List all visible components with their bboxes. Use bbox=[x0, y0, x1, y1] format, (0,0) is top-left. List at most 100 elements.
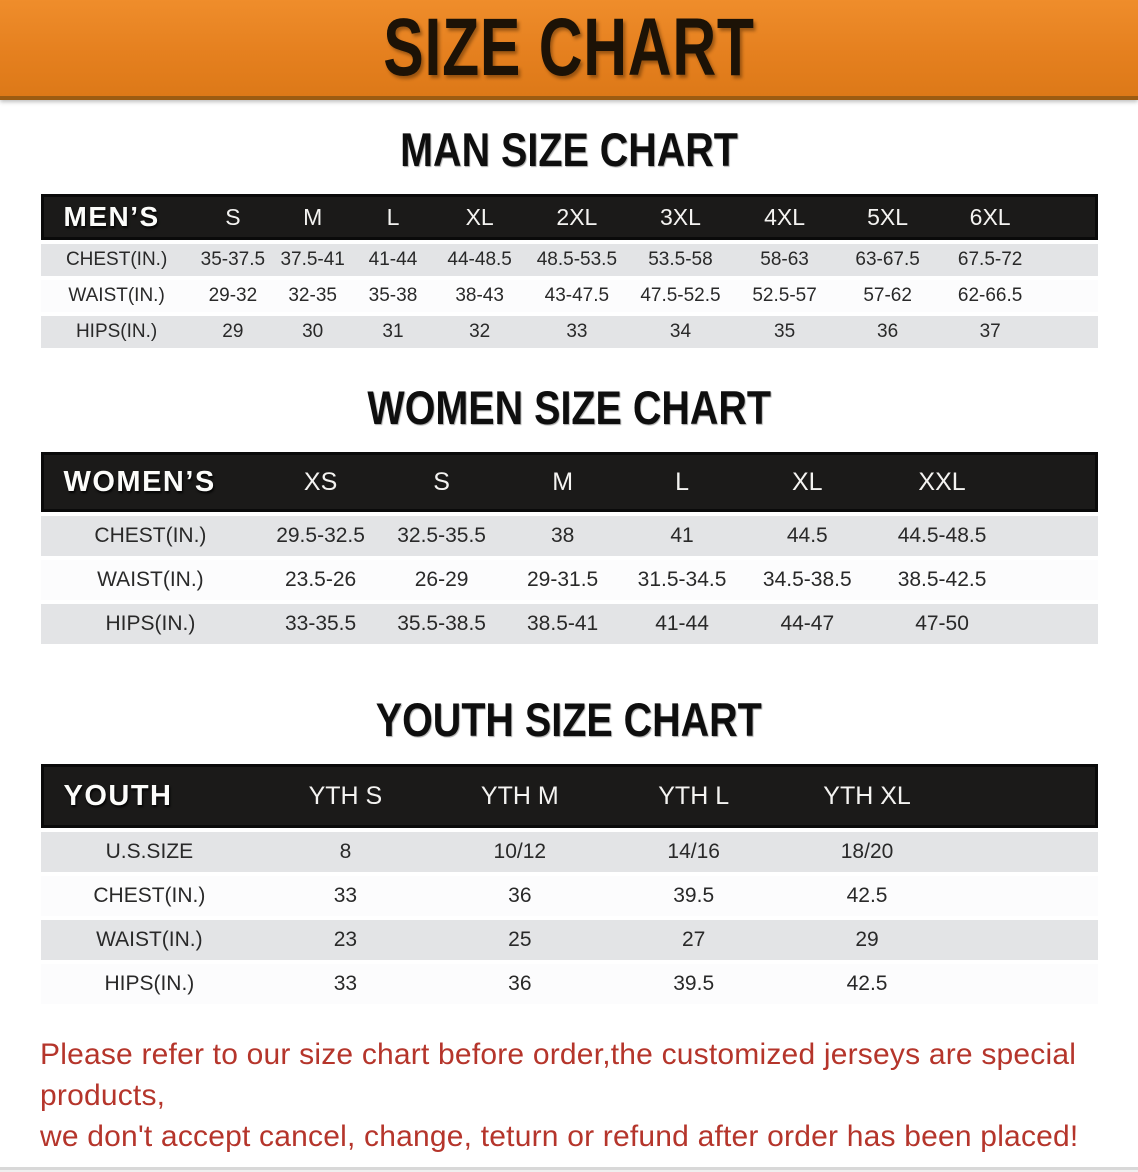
size-value-cell: 33 bbox=[258, 964, 433, 1004]
size-value-cell: 29-31.5 bbox=[502, 560, 623, 600]
disclaimer-line-2: we don't accept cancel, change, teturn o… bbox=[40, 1120, 1079, 1153]
row-filler-cell bbox=[953, 832, 1098, 872]
size-column-header: YTH XL bbox=[780, 764, 954, 828]
measurement-row: HIPS(IN.) 33-35.5 35.5-38.5 38.5-41 41-44 44-… bbox=[40, 604, 1098, 644]
size-value-cell: 32-35 bbox=[273, 280, 353, 312]
measurement-row: CHEST(IN.) 29.5-32.5 32.5-35.5 38 41 44.5 44.5… bbox=[40, 516, 1098, 556]
row-label: U.S.SIZE bbox=[40, 832, 259, 872]
size-value-cell: 35 bbox=[732, 316, 837, 348]
row-label: CHEST(IN.) bbox=[40, 516, 261, 556]
size-value-cell: 57-62 bbox=[836, 280, 939, 312]
size-value-cell: 63-67.5 bbox=[836, 244, 939, 276]
size-value-cell: 35.5-38.5 bbox=[380, 604, 503, 644]
table-corner-label: WOMEN’S bbox=[40, 452, 261, 512]
size-value-cell: 67.5-72 bbox=[938, 244, 1042, 276]
measurement-row: WAIST(IN.) 29-32 32-35 35-38 38-43 43-47.5 47.… bbox=[40, 280, 1098, 312]
row-label: HIPS(IN.) bbox=[40, 316, 193, 348]
size-column-header: L bbox=[352, 194, 434, 240]
row-filler-cell bbox=[953, 876, 1098, 916]
row-filler-cell bbox=[1041, 280, 1098, 312]
row-label: CHEST(IN.) bbox=[40, 244, 193, 276]
row-filler-cell bbox=[1010, 604, 1098, 644]
table-corner-label: YOUTH bbox=[40, 764, 259, 828]
size-column-header: YTH L bbox=[607, 764, 781, 828]
size-table: WOMEN’S XS S M L XL XXL CHEST(IN.) 29.5-32.5 32.… bbox=[40, 448, 1098, 648]
disclaimer-notice: Please refer to our size chart before or… bbox=[40, 1034, 1138, 1157]
measurement-row: WAIST(IN.) 23.5-26 26-29 29-31.5 31.5-34.5 34… bbox=[40, 560, 1098, 600]
size-column-header: L bbox=[622, 452, 742, 512]
measurement-row: HIPS(IN.) 29 30 31 32 33 34 35 36 37 bbox=[40, 316, 1098, 348]
size-value-cell: 33 bbox=[258, 876, 433, 916]
size-value-cell: 36 bbox=[836, 316, 939, 348]
size-value-cell: 36 bbox=[432, 876, 608, 916]
row-filler-cell bbox=[1041, 316, 1098, 348]
row-label: WAIST(IN.) bbox=[40, 280, 193, 312]
size-column-header: 4XL bbox=[732, 194, 837, 240]
header-filler-cell bbox=[1041, 194, 1098, 240]
size-value-cell: 48.5-53.5 bbox=[525, 244, 629, 276]
measurement-row: HIPS(IN.) 33 36 39.5 42.5 bbox=[40, 964, 1098, 1004]
measurement-row: WAIST(IN.) 23 25 27 29 bbox=[40, 920, 1098, 960]
size-column-header: 5XL bbox=[836, 194, 939, 240]
size-value-cell: 44-48.5 bbox=[433, 244, 526, 276]
size-value-cell: 62-66.5 bbox=[938, 280, 1042, 312]
size-header-row: MEN’S S M L XL 2XL 3XL 4XL 5XL 6XL bbox=[40, 194, 1098, 240]
size-value-cell: 41 bbox=[622, 516, 742, 556]
size-value-cell: 42.5 bbox=[780, 876, 954, 916]
disclaimer-line-1: Please refer to our size chart before or… bbox=[40, 1038, 1077, 1112]
size-column-header: S bbox=[192, 194, 274, 240]
size-value-cell: 31.5-34.5 bbox=[622, 560, 742, 600]
size-value-cell: 36 bbox=[432, 964, 608, 1004]
size-value-cell: 29.5-32.5 bbox=[260, 516, 381, 556]
size-value-cell: 23 bbox=[258, 920, 433, 960]
size-value-cell: 29-32 bbox=[192, 280, 274, 312]
size-value-cell: 47-50 bbox=[873, 604, 1011, 644]
size-column-header: M bbox=[502, 452, 623, 512]
size-table: MEN’S S M L XL 2XL 3XL 4XL 5XL 6XL CHEST(IN.) 35-3… bbox=[40, 190, 1098, 352]
size-value-cell: 34.5-38.5 bbox=[741, 560, 874, 600]
size-value-cell: 37.5-41 bbox=[273, 244, 353, 276]
size-column-header: S bbox=[380, 452, 503, 512]
size-column-header: YTH M bbox=[432, 764, 608, 828]
row-label: WAIST(IN.) bbox=[40, 560, 261, 600]
size-value-cell: 32.5-35.5 bbox=[380, 516, 503, 556]
row-filler-cell bbox=[1041, 244, 1098, 276]
size-value-cell: 29 bbox=[192, 316, 274, 348]
size-value-cell: 33 bbox=[525, 316, 629, 348]
size-value-cell: 31 bbox=[352, 316, 434, 348]
size-column-header: XS bbox=[260, 452, 381, 512]
size-header-row: WOMEN’S XS S M L XL XXL bbox=[40, 452, 1098, 512]
size-value-cell: 32 bbox=[433, 316, 526, 348]
size-chart-sections: MAN SIZE CHART MEN’S S M L XL 2XL 3XL 4XL 5XL 6XL… bbox=[0, 124, 1138, 1008]
size-column-header: 2XL bbox=[525, 194, 629, 240]
row-label: HIPS(IN.) bbox=[40, 964, 259, 1004]
size-value-cell: 44.5 bbox=[741, 516, 874, 556]
size-value-cell: 14/16 bbox=[607, 832, 781, 872]
size-column-header: 6XL bbox=[938, 194, 1042, 240]
size-value-cell: 41-44 bbox=[352, 244, 434, 276]
size-table: YOUTH YTH S YTH M YTH L YTH XL U.S.SIZE 8 10/1… bbox=[40, 760, 1098, 1008]
size-value-cell: 38 bbox=[502, 516, 623, 556]
size-value-cell: 26-29 bbox=[380, 560, 503, 600]
size-header-row: YOUTH YTH S YTH M YTH L YTH XL bbox=[40, 764, 1098, 828]
size-column-header: 3XL bbox=[628, 194, 733, 240]
row-label: HIPS(IN.) bbox=[40, 604, 261, 644]
row-label: WAIST(IN.) bbox=[40, 920, 259, 960]
size-column-header: XL bbox=[433, 194, 526, 240]
row-label: CHEST(IN.) bbox=[40, 876, 259, 916]
page-title: SIZE CHART bbox=[383, 2, 755, 93]
size-value-cell: 58-63 bbox=[732, 244, 837, 276]
size-value-cell: 34 bbox=[628, 316, 733, 348]
size-value-cell: 44.5-48.5 bbox=[873, 516, 1011, 556]
measurement-row: CHEST(IN.) 35-37.5 37.5-41 41-44 44-48.5 48.5… bbox=[40, 244, 1098, 276]
size-value-cell: 35-38 bbox=[352, 280, 434, 312]
size-value-cell: 33-35.5 bbox=[260, 604, 381, 644]
size-column-header: M bbox=[273, 194, 353, 240]
size-value-cell: 29 bbox=[780, 920, 954, 960]
section-heading: WOMEN SIZE CHART bbox=[367, 381, 771, 434]
size-value-cell: 39.5 bbox=[607, 964, 781, 1004]
size-value-cell: 38.5-41 bbox=[502, 604, 623, 644]
header-filler-cell bbox=[953, 764, 1098, 828]
size-value-cell: 25 bbox=[432, 920, 608, 960]
